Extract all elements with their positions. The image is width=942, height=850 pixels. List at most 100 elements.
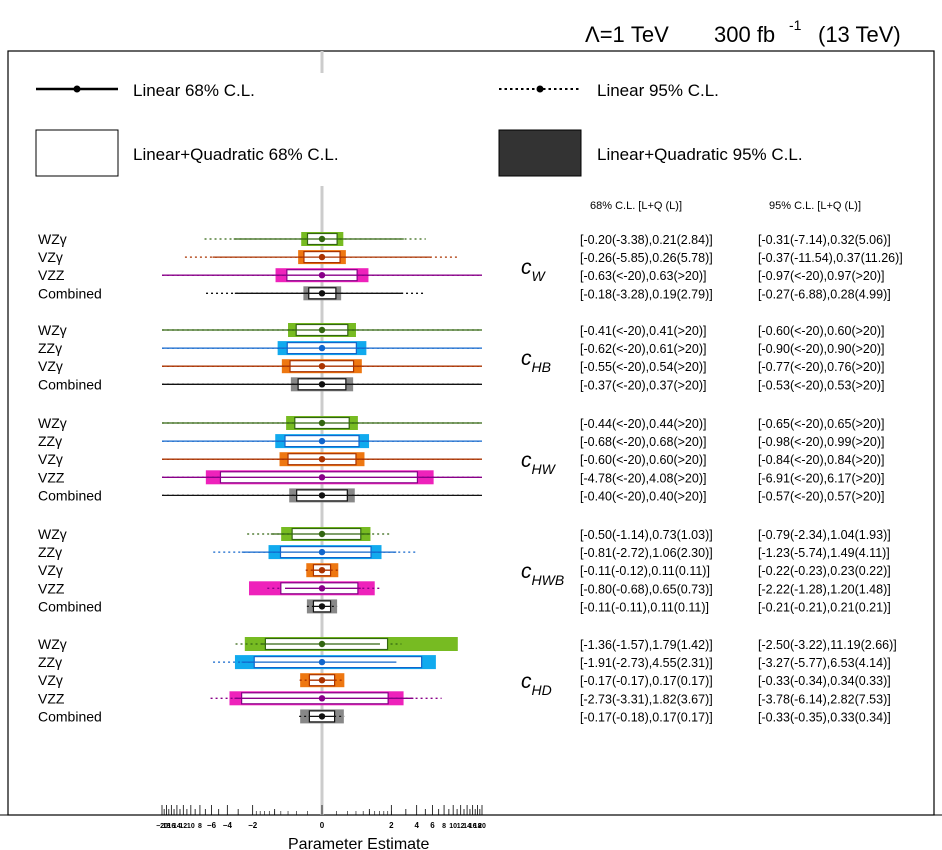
interval-68-text: [-1.36(-1.57),1.79(1.42)] [580,638,713,652]
row-label: Combined [38,708,102,724]
x-tick-label: 6 [430,821,435,830]
central-marker [318,437,326,445]
central-marker [318,677,326,684]
interval-95-text: [-1.23(-5.74),1.49(4.11)] [758,546,890,560]
result-row: VZZ [-0.63(<-20),0.63(>20)] [-0.97(<-20),0… [38,267,884,283]
interval-95-text: [-0.22(-0.23),0.23(0.22)] [758,564,891,578]
row-label: VZZ [38,267,65,283]
interval-68-text: [-0.62(<-20),0.61(>20)] [580,342,706,356]
interval-68-text: [-0.44(<-20),0.44(>20)] [580,417,706,431]
result-row: Combined [-0.37(<-20),0.37(>20)] [-0.53(<-… [38,376,884,392]
x-tick-label: −6 [207,821,217,830]
coefficient-group-hb: cHB WZγ [-0.41(<-20),0.41(>20)] [-0.60(<-20… [38,322,884,392]
central-marker [318,381,326,388]
coefficient-symbol: c [521,449,532,472]
row-label: WZγ [38,322,67,338]
coefficient-label: cHW [521,449,557,477]
interval-95-text: [-0.37(-11.54),0.37(11.26)] [758,251,903,265]
row-label: VZγ [38,358,63,374]
row-label: VZγ [38,672,63,688]
result-row: VZγ [-0.17(-0.17),0.17(0.17)] [-0.33(-0.34… [38,672,891,688]
interval-68-text: [-0.41(<-20),0.41(>20)] [580,324,706,338]
x-tick-label: 20 [478,823,486,830]
interval-68-text: [-0.17(-0.17),0.17(0.17)] [580,674,713,688]
central-marker [318,658,326,666]
x-axis-label: Parameter Estimate [288,836,429,850]
coefficient-label: cW [521,256,547,284]
column-header-95: 95% C.L. [L+Q (L)] [769,200,861,212]
interval-95-text: [-0.90(<-20),0.90(>20)] [758,342,884,356]
interval-68-text: [-0.63(<-20),0.63(>20)] [580,269,706,283]
zero-band-top [320,51,324,73]
legend-linear95-label: Linear 95% C.L. [597,81,719,100]
legend-lq95-label: Linear+Quadratic 95% C.L. [597,145,803,164]
row-label: Combined [38,598,102,614]
row-label: WZγ [38,415,67,431]
result-row: VZγ [-0.11(-0.12),0.11(0.11)] [-0.22(-0.23… [38,562,891,578]
coefficient-symbol: c [521,347,532,370]
result-row: VZZ [-4.78(<-20),4.08(>20)] [-6.91(<-20),6… [38,469,884,485]
legend-lq68-box [35,129,119,177]
central-marker [318,713,326,720]
result-row: ZZγ [-1.91(-2.73),4.55(2.31)] [-3.27(-5.77… [38,654,891,670]
x-tick-label: 14 [463,823,471,830]
x-tick-label: 14 [173,823,181,830]
result-row: Combined [-0.40(<-20),0.40(>20)] [-0.57(<-… [38,487,884,503]
row-label: VZZ [38,690,65,706]
coefficient-subscript: HWB [532,572,565,588]
central-marker [318,530,326,538]
coefficient-label: cHD [521,670,552,698]
central-marker [318,235,326,243]
x-tick-label: 8 [198,823,202,830]
result-row: ZZγ [-0.81(-2.72),1.06(2.30)] [-1.23(-5.74… [38,544,890,560]
interval-68-text: [-4.78(<-20),4.08(>20)] [580,471,706,485]
interval-95-text: [-0.77(<-20),0.76(>20)] [758,360,884,374]
header-energy: (13 TeV) [818,22,901,47]
row-label: VZZ [38,580,65,596]
result-row: VZγ [-0.55(<-20),0.54(>20)] [-0.77(<-20),0… [38,358,884,374]
row-label: ZZγ [38,433,62,449]
central-marker [318,567,326,574]
interval-68-text: [-0.17(-0.18),0.17(0.17)] [580,710,713,724]
x-tick-label: 10 [187,823,195,830]
header-lumi: 300 fb [714,22,775,47]
row-label: Combined [38,487,102,503]
coefficient-label: cHWB [521,560,564,588]
coefficient-subscript: HB [532,359,551,375]
interval-95-text: [-0.98(<-20),0.99(>20)] [758,435,884,449]
interval-68-text: [-0.18(-3.28),0.19(2.79)] [580,287,713,301]
interval-68-text: [-0.81(-2.72),1.06(2.30)] [580,546,713,560]
x-tick-label: 18 [474,823,482,830]
interval-95-text: [-0.33(-0.34),0.34(0.33)] [758,674,891,688]
legend-linear95-marker [536,85,544,93]
result-row: WZγ [-0.50(-1.14),0.73(1.03)] [-0.79(-2.34… [38,526,891,542]
row-label: VZγ [38,562,63,578]
interval-68-text: [-0.37(<-20),0.37(>20)] [580,378,706,392]
central-marker [318,253,326,261]
central-marker [318,640,326,648]
column-header-68: 68% C.L. [L+Q (L)] [590,200,682,212]
interval-95-text: [-0.57(<-20),0.57(>20)] [758,489,884,503]
interval-95-text: [-0.79(-2.34),1.04(1.93)] [758,528,891,542]
interval-68-text: [-0.55(<-20),0.54(>20)] [580,360,706,374]
x-tick-label: 16 [469,823,477,830]
x-tick-label: 16 [167,823,175,830]
x-tick-label: 2 [389,821,394,830]
central-marker [318,272,326,279]
interval-68-text: [-0.50(-1.14),0.73(1.03)] [580,528,713,542]
row-label: ZZγ [38,654,62,670]
interval-68-text: [-0.40(<-20),0.40(>20)] [580,489,706,503]
legend-lq95-box [498,129,582,177]
interval-68-text: [-0.68(<-20),0.68(>20)] [580,435,706,449]
header-lumi-exponent: -1 [789,17,802,33]
result-row: WZγ [-0.44(<-20),0.44(>20)] [-0.65(<-20),0… [38,415,884,431]
coefficient-subscript: HW [532,461,557,477]
result-row: WZγ [-1.36(-1.57),1.79(1.42)] [-2.50(-3.22… [38,636,897,652]
coefficient-symbol: c [521,670,532,693]
interval-68-text: [-0.11(-0.11),0.11(0.11)] [580,600,709,614]
central-marker [318,474,326,481]
interval-68-text: [-0.20(-3.38),0.21(2.84)] [580,233,713,247]
